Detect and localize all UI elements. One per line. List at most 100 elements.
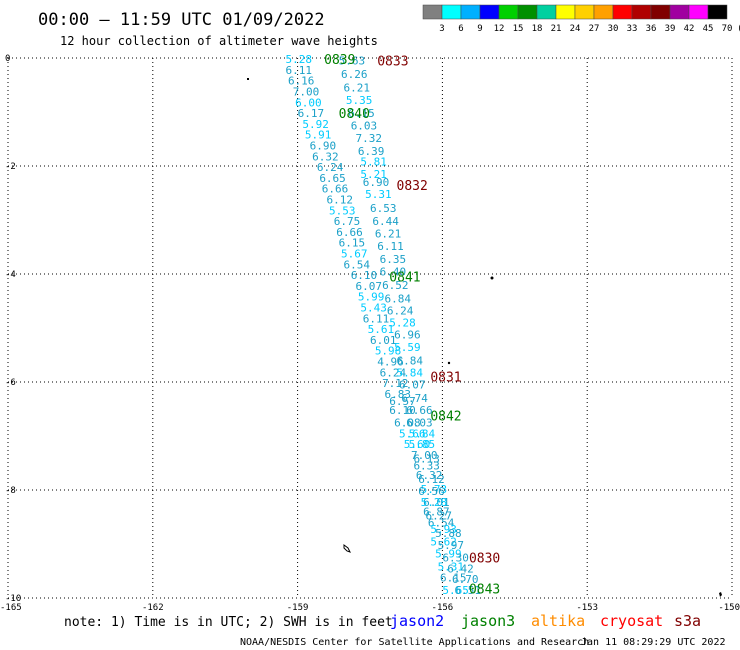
chart-subtitle: 12 hour collection of altimeter wave hei… bbox=[60, 34, 378, 48]
island-mark bbox=[247, 78, 249, 80]
swh-value: 6.15 bbox=[348, 107, 375, 120]
legend-label: 21 bbox=[551, 24, 562, 34]
time-label: 0832 bbox=[397, 179, 428, 194]
swh-value: 5.98 bbox=[375, 345, 402, 358]
legend-swatch bbox=[688, 4, 709, 20]
swh-value: 6.33 bbox=[413, 460, 440, 473]
x-tick-label: -153 bbox=[576, 603, 598, 613]
swh-value: 6.84 bbox=[397, 354, 424, 367]
swh-value: 5.28 bbox=[421, 496, 448, 509]
island-mark bbox=[490, 276, 494, 280]
time-labels: 0839 0833 0840 0832 0841 0831 0842 0830 0843 bbox=[324, 53, 500, 597]
swh-value: 6.40 bbox=[380, 265, 407, 278]
swh-value: 6.08 bbox=[394, 417, 421, 430]
legend-label: 33 bbox=[627, 24, 638, 34]
swh-value: 7.12 bbox=[382, 377, 409, 390]
legend-swatch bbox=[669, 4, 690, 20]
time-label: 0831 bbox=[430, 371, 461, 386]
legend-label: 6 bbox=[458, 24, 463, 34]
swh-value: 6.15 bbox=[440, 571, 467, 584]
time-label: 0833 bbox=[377, 55, 408, 70]
swh-value: 6.01 bbox=[423, 496, 450, 509]
swh-value: 7.00 bbox=[411, 449, 438, 462]
y-tick-label: -2 bbox=[5, 162, 16, 172]
satellite-label: jason3 bbox=[461, 612, 515, 630]
swh-value: 6.42 bbox=[447, 562, 474, 575]
swh-value: 6.03 bbox=[351, 120, 378, 133]
time-label: 0841 bbox=[389, 271, 420, 286]
swh-value: 5.21 bbox=[360, 168, 387, 181]
swh-value: 6.56 bbox=[418, 485, 445, 498]
swh-value: 5.61 bbox=[368, 323, 395, 336]
swh-value: 6.65 bbox=[319, 172, 346, 185]
swh-value: 6.35 bbox=[380, 253, 407, 266]
swh-value: 6.12 bbox=[418, 473, 445, 486]
satellite-label: altika bbox=[531, 612, 585, 630]
swh-value: 6.11 bbox=[286, 64, 313, 77]
swh-value: 6.24 bbox=[380, 366, 407, 379]
swh-value: 5.67 bbox=[341, 247, 368, 260]
swh-value: 6.24 bbox=[317, 161, 344, 174]
plot-axes: 0 -2 -4 -6 -8 -10-165 -162 -159 -156 -153 -150 bbox=[0, 54, 740, 613]
swh-value: 6.15 bbox=[339, 237, 366, 250]
swh-value: 6.01 bbox=[370, 334, 397, 347]
swh-value: 6.10 bbox=[351, 269, 378, 282]
swh-value: 5.97 bbox=[438, 539, 465, 552]
swh-value: 6.30 bbox=[442, 552, 469, 565]
legend-swatch bbox=[707, 4, 728, 20]
y-tick-label: -4 bbox=[5, 270, 16, 280]
swh-value: 4.96 bbox=[377, 355, 404, 368]
legend-label: 12 bbox=[494, 24, 505, 34]
legend-swatch bbox=[479, 4, 500, 20]
swh-value: 6.70 bbox=[452, 573, 479, 586]
swh-value: 7.32 bbox=[356, 132, 383, 145]
swh-value: 5.84 bbox=[409, 427, 436, 440]
legend-swatch bbox=[650, 4, 671, 20]
legend-label: 36 bbox=[646, 24, 657, 34]
swh-value: 6.21 bbox=[375, 228, 402, 241]
swh-value: 5.99 bbox=[358, 291, 385, 304]
swh-value: 6.00 bbox=[295, 96, 322, 109]
satellite-label: cryosat bbox=[600, 612, 663, 630]
time-label: 0839 bbox=[324, 53, 355, 68]
footer-credit: NOAA/NESDIS Center for Satellite Applica… bbox=[240, 637, 589, 648]
swh-value: 6.11 bbox=[377, 240, 404, 253]
footer-note: note: 1) Time is in UTC; 2) SWH is in fe… bbox=[64, 615, 393, 630]
satellite-label: jason2 bbox=[390, 612, 444, 630]
swh-value: 5.81 bbox=[360, 156, 387, 169]
swh-value: 6.10 bbox=[389, 404, 416, 417]
swh-value: 5.66 bbox=[399, 427, 426, 440]
legend-label: 42 bbox=[684, 24, 695, 34]
legend-label: 45 bbox=[703, 24, 714, 34]
footer-timestamp: Jan 11 08:29:29 UTC 2022 bbox=[581, 637, 726, 648]
swh-value: 6.66 bbox=[322, 183, 349, 196]
swh-value: 5.99 bbox=[435, 548, 462, 561]
x-tick-label: -162 bbox=[142, 603, 164, 613]
swh-value: 6.75 bbox=[334, 215, 361, 228]
legend-label: 15 bbox=[513, 24, 524, 34]
y-tick-label: -8 bbox=[5, 486, 16, 496]
swh-value: 6.11 bbox=[363, 312, 390, 325]
legend-swatch bbox=[593, 4, 614, 20]
y-tick-label: -6 bbox=[5, 378, 16, 388]
legend-swatch bbox=[574, 4, 595, 20]
island-mark bbox=[719, 592, 722, 597]
legend-swatch bbox=[498, 4, 519, 20]
swh-value: 5.31 bbox=[438, 561, 465, 574]
legend-swatch bbox=[460, 4, 481, 20]
swh-value: 6.32 bbox=[312, 150, 339, 163]
swh-value: 6.57 bbox=[389, 395, 416, 408]
swh-value: 5.88 bbox=[435, 527, 462, 540]
swh-value: 6.39 bbox=[358, 145, 385, 158]
legend-label: 30 bbox=[608, 24, 619, 34]
legend-swatch bbox=[631, 4, 652, 20]
legend-label: 3 bbox=[439, 24, 444, 34]
swh-value: 6.74 bbox=[401, 392, 428, 405]
swh-value: 6.66 bbox=[336, 226, 363, 239]
x-tick-label: -159 bbox=[287, 603, 309, 613]
swh-value: 5.59 bbox=[394, 341, 421, 354]
legend-swatch bbox=[517, 4, 538, 20]
satellite-label: s3a bbox=[674, 612, 701, 630]
